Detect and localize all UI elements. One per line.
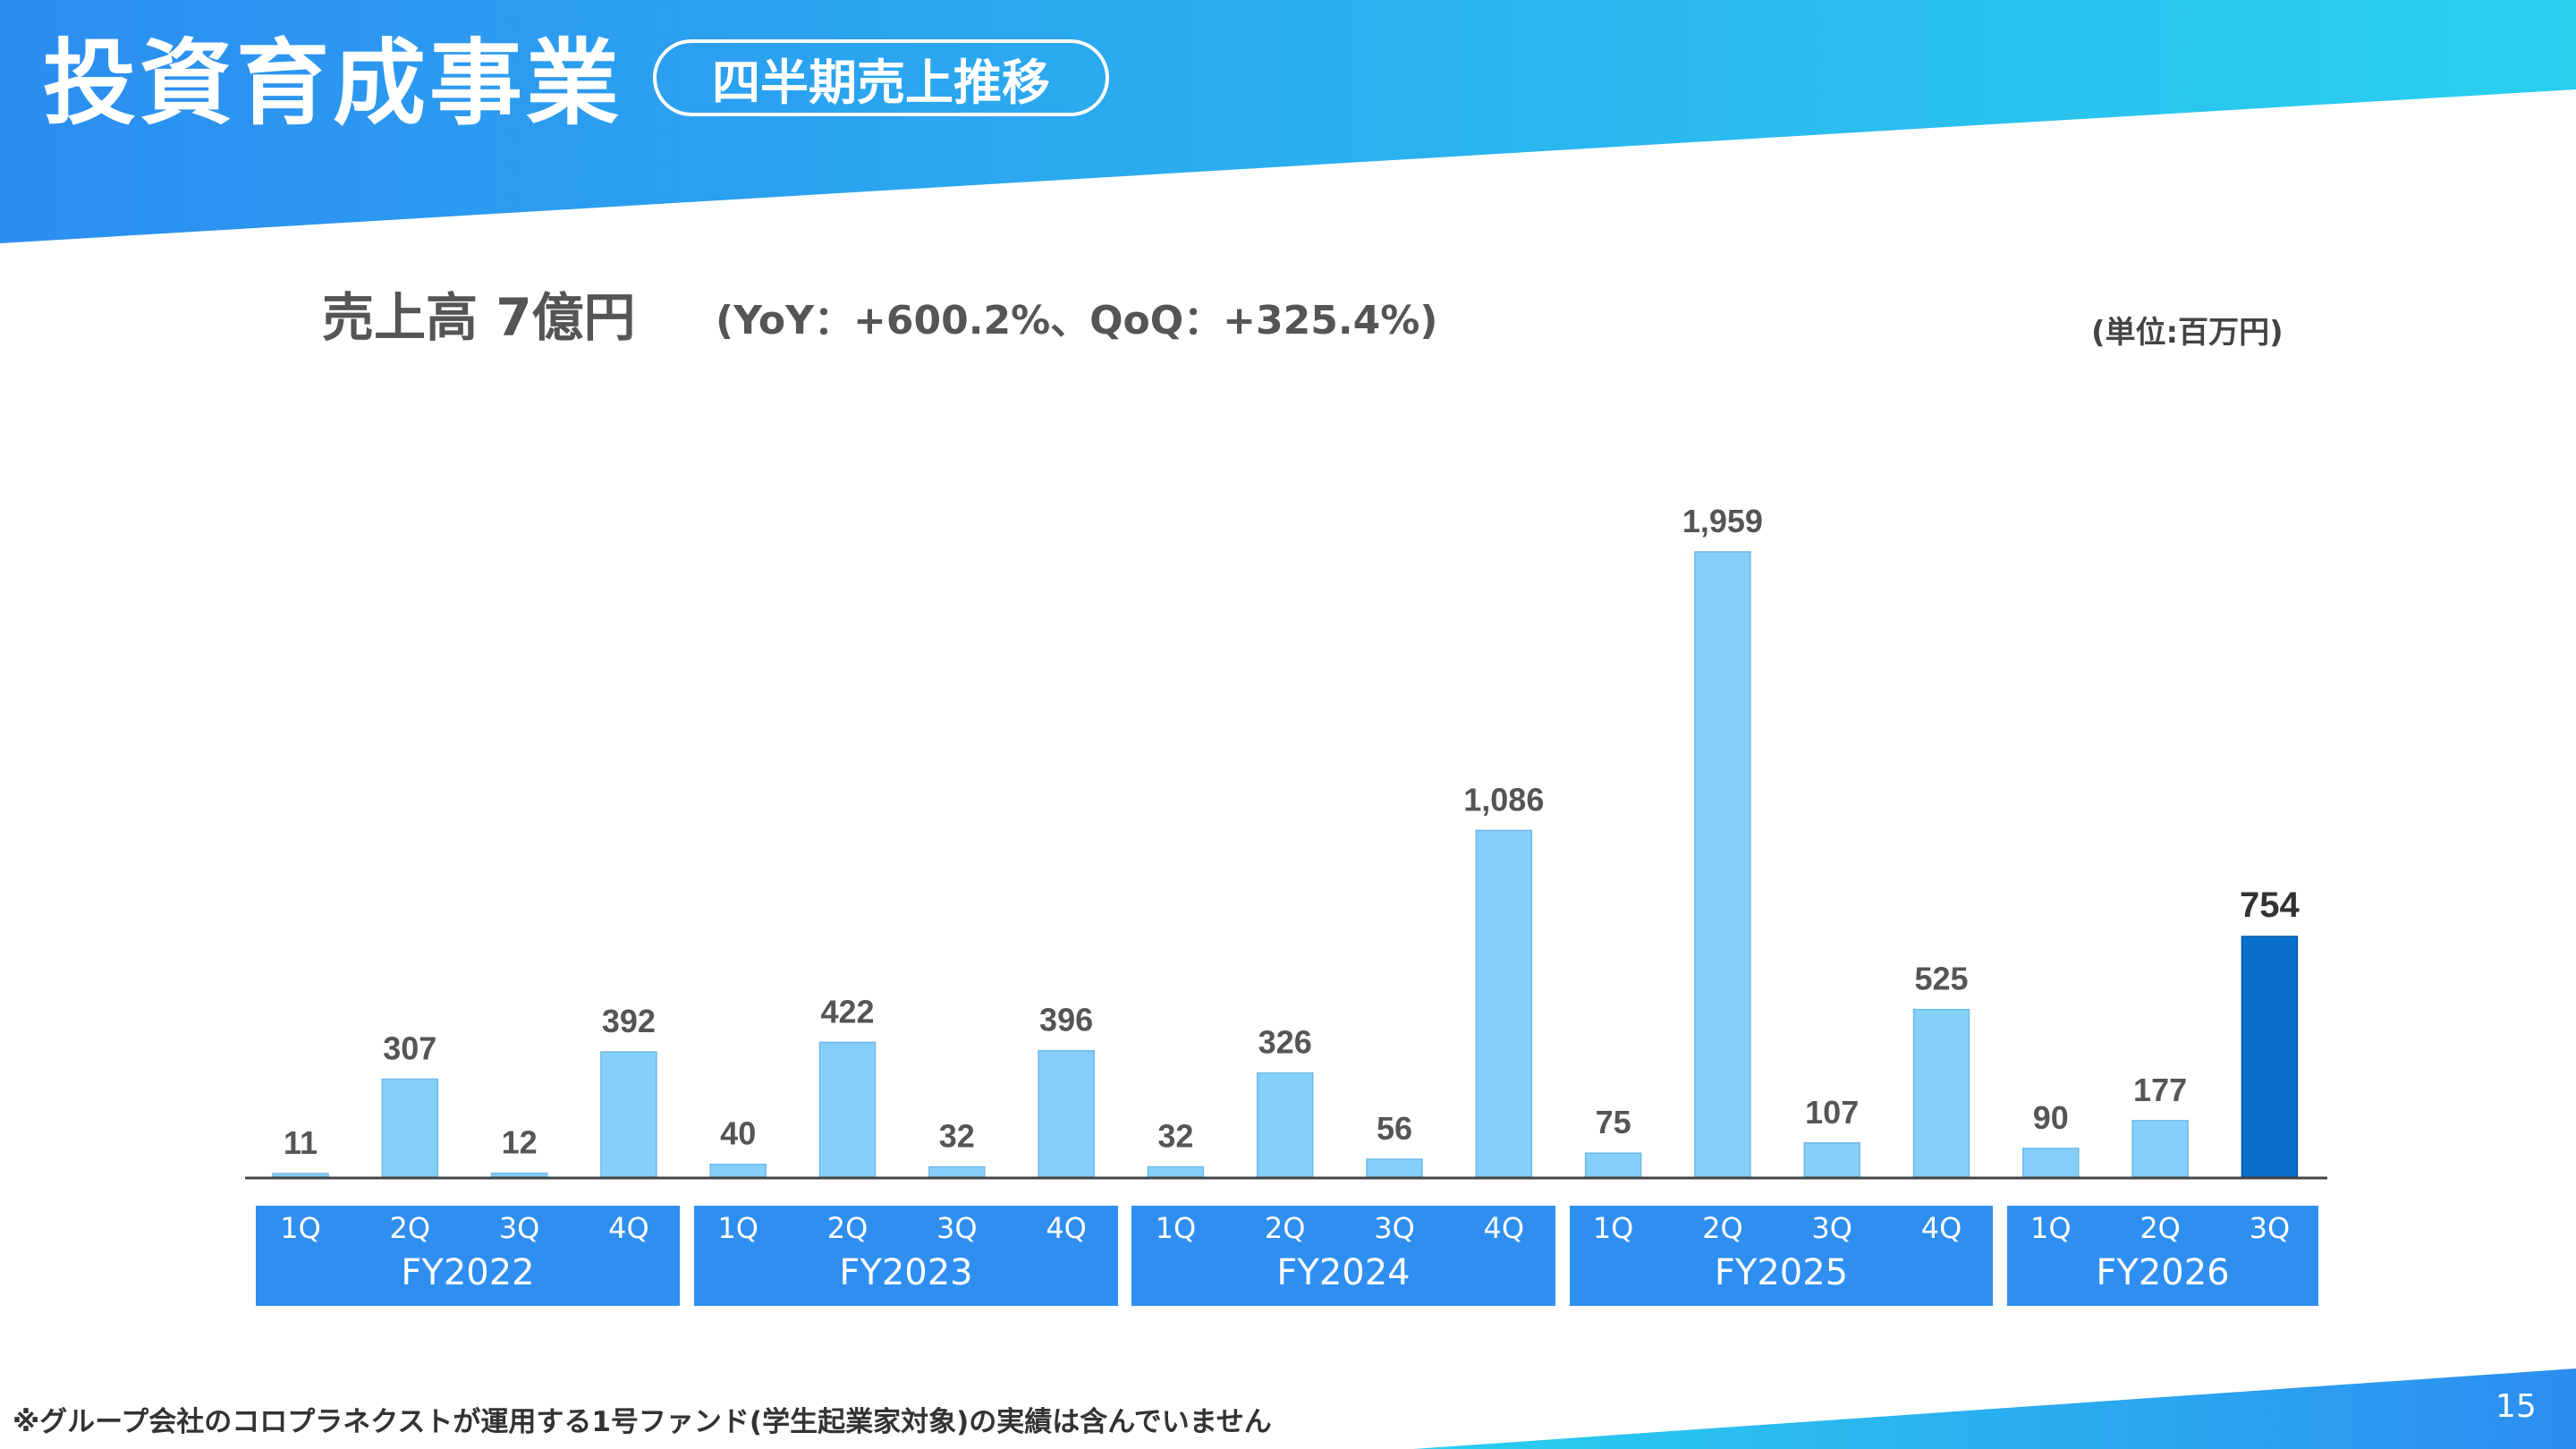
fiscal-year-box-fy2026: 1Q 2Q 3Q FY2026 bbox=[2007, 1206, 2318, 1306]
bar-4 bbox=[600, 1051, 657, 1178]
bar-6 bbox=[818, 1041, 877, 1178]
section-badge: 四半期売上推移 bbox=[653, 39, 1109, 116]
value-label-13: 75 bbox=[1596, 1104, 1631, 1140]
quarter-label-19: 3Q bbox=[2249, 1211, 2291, 1245]
bar-3 bbox=[490, 1172, 548, 1178]
growth-rate-note: (YoY：+600.2%、QoQ：+325.4%) bbox=[716, 298, 1438, 343]
bar-15 bbox=[1803, 1142, 1860, 1178]
quarter-label-14: 2Q bbox=[1702, 1211, 1743, 1245]
bar-11 bbox=[1366, 1158, 1423, 1178]
bar-16 bbox=[1912, 1008, 1970, 1178]
quarter-label-12: 4Q bbox=[1483, 1211, 1525, 1245]
header-band bbox=[0, 0, 2576, 243]
quarter-label-2: 2Q bbox=[389, 1211, 431, 1245]
bar-13 bbox=[1584, 1152, 1642, 1178]
value-label-10: 326 bbox=[1258, 1024, 1312, 1061]
value-label-3: 12 bbox=[502, 1124, 538, 1161]
quarter-label-11: 3Q bbox=[1374, 1211, 1415, 1245]
footnote: ※グループ会社のコロプラネクストが運用する1号ファンド(学生起業家対象)の実績は… bbox=[13, 1406, 1272, 1438]
bar-5 bbox=[709, 1163, 767, 1178]
value-label-14: 1,959 bbox=[1682, 503, 1763, 539]
fiscal-year-box-fy2022: 1Q 2Q 3Q 4Q FY2022 bbox=[256, 1206, 680, 1306]
value-label-18: 177 bbox=[2133, 1072, 2187, 1108]
quarter-label-17: 1Q bbox=[2030, 1211, 2072, 1245]
quarter-label-4: 4Q bbox=[608, 1211, 649, 1245]
quarter-label-8: 4Q bbox=[1046, 1211, 1087, 1245]
fiscal-year-box-fy2023: 1Q 2Q 3Q 4Q FY2023 bbox=[694, 1206, 1118, 1306]
quarter-label-6: 2Q bbox=[826, 1211, 869, 1245]
value-label-12: 1,086 bbox=[1463, 781, 1544, 818]
bar-1 bbox=[272, 1173, 329, 1178]
quarter-label-15: 3Q bbox=[1811, 1211, 1852, 1245]
unit-label: (単位:百万円) bbox=[2091, 315, 2284, 351]
quarter-labels-row: 1Q 2Q 3Q bbox=[2007, 1211, 2318, 1250]
fiscal-year-box-fy2025: 1Q 2Q 3Q 4Q FY2025 bbox=[1570, 1206, 1993, 1306]
value-label-4: 392 bbox=[602, 1003, 656, 1039]
sales-headline: 売上高 7億円 bbox=[322, 287, 636, 348]
bar-10 bbox=[1256, 1072, 1314, 1178]
fiscal-year-label: FY2026 bbox=[2096, 1252, 2230, 1293]
value-label-17: 90 bbox=[2033, 1099, 2069, 1136]
quarter-label-16: 4Q bbox=[1920, 1211, 1962, 1245]
quarter-label-3: 3Q bbox=[498, 1211, 540, 1245]
bar-9 bbox=[1147, 1165, 1205, 1178]
value-label-2: 307 bbox=[383, 1030, 436, 1066]
value-label-8: 396 bbox=[1039, 1002, 1093, 1038]
value-label-16: 525 bbox=[1914, 961, 1968, 997]
fiscal-year-box-fy2024: 1Q 2Q 3Q 4Q FY2024 bbox=[1131, 1206, 1555, 1306]
value-label-15: 107 bbox=[1805, 1094, 1859, 1131]
value-label-6: 422 bbox=[820, 993, 874, 1030]
bar-2 bbox=[381, 1078, 439, 1178]
quarter-label-9: 1Q bbox=[1155, 1211, 1197, 1245]
bar-14 bbox=[1694, 551, 1751, 1178]
fiscal-year-label: FY2023 bbox=[839, 1252, 973, 1293]
quarter-labels-row: 1Q 2Q 3Q 4Q bbox=[1131, 1211, 1555, 1250]
bar-7 bbox=[928, 1165, 986, 1178]
quarter-label-1: 1Q bbox=[280, 1211, 321, 1245]
bar-18 bbox=[2131, 1120, 2189, 1178]
value-labels-layer: 11 307 12 392 40 422 32 396 32 326 56 1,086 75 1,959 1… bbox=[284, 503, 2301, 1161]
page-number: 15 bbox=[2496, 1388, 2537, 1425]
quarter-label-13: 1Q bbox=[1592, 1211, 1634, 1245]
quarter-labels-row: 1Q 2Q 3Q 4Q bbox=[1570, 1211, 1993, 1250]
quarter-labels-row: 1Q 2Q 3Q 4Q bbox=[694, 1211, 1118, 1250]
bar-12 bbox=[1475, 829, 1533, 1178]
quarter-label-5: 1Q bbox=[717, 1211, 758, 1245]
quarter-label-10: 2Q bbox=[1264, 1211, 1306, 1245]
fiscal-year-label: FY2024 bbox=[1276, 1252, 1411, 1293]
value-label-1: 11 bbox=[284, 1124, 318, 1161]
value-label-5: 40 bbox=[720, 1115, 756, 1152]
bar-8 bbox=[1038, 1049, 1095, 1178]
fiscal-year-label: FY2025 bbox=[1714, 1252, 1849, 1293]
value-label-19: 754 bbox=[2240, 886, 2300, 925]
bar-17 bbox=[2022, 1148, 2080, 1178]
page-title: 投資育成事業 bbox=[43, 29, 623, 138]
value-label-11: 56 bbox=[1377, 1110, 1412, 1147]
bars-layer bbox=[272, 551, 2299, 1178]
value-label-9: 32 bbox=[1157, 1118, 1193, 1155]
bar-19 bbox=[2241, 936, 2299, 1178]
value-label-7: 32 bbox=[939, 1118, 975, 1155]
fiscal-year-label: FY2022 bbox=[401, 1252, 535, 1293]
quarter-labels-row: 1Q 2Q 3Q 4Q bbox=[256, 1211, 680, 1250]
quarter-label-18: 2Q bbox=[2140, 1211, 2181, 1245]
quarter-label-7: 3Q bbox=[936, 1211, 978, 1245]
